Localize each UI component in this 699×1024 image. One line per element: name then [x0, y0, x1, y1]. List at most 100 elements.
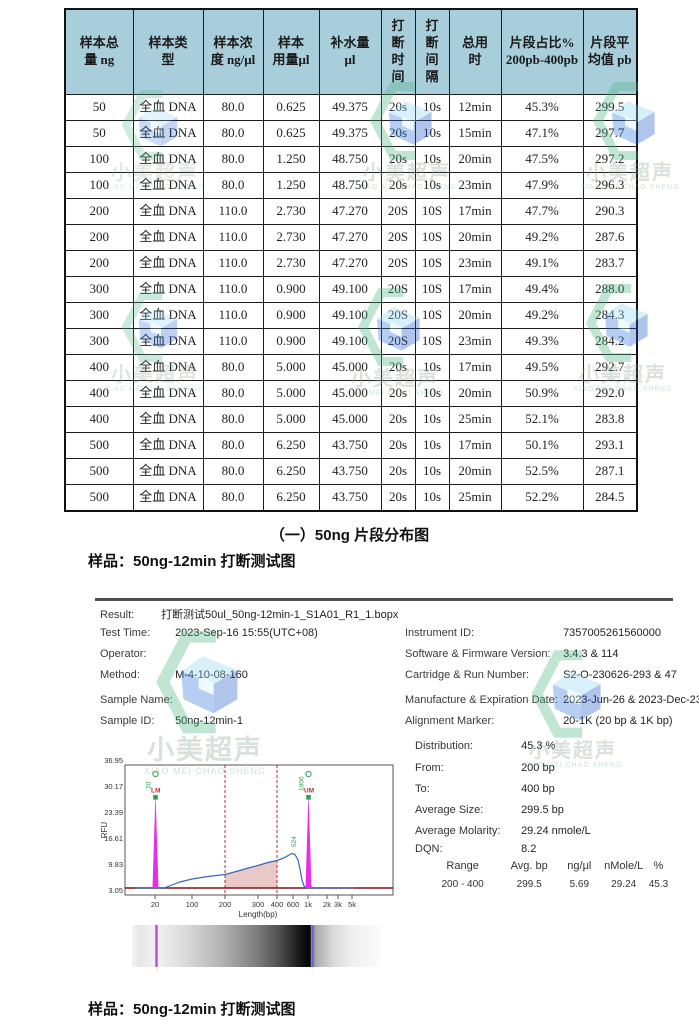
table-cell: 49.100	[318, 328, 382, 355]
range-header-cell: %	[653, 860, 664, 872]
analysis-result-panel: Result: 打断测试50ul_50ng-12min-1_S1A01_R1_1…	[95, 598, 699, 983]
table-cell: 110.0	[202, 328, 264, 355]
result-field: Result: 打断测试50ul_50ng-12min-1_S1A01_R1_1…	[100, 606, 398, 622]
table-cell: 全血 DNA	[132, 484, 204, 512]
um-size-label: 1000	[299, 776, 306, 791]
table-cell: 5.000	[262, 406, 320, 433]
result-field-value: M-4-10-08-160	[175, 669, 248, 681]
result-field-label: Operator:	[100, 648, 147, 660]
table-cell: 80.0	[202, 484, 264, 512]
table-cell: 400	[64, 406, 134, 433]
y-tick: 23.39	[104, 808, 123, 817]
y-tick: 36.95	[104, 756, 123, 765]
range-table-values: 200 - 400 299.5 5.69 29.24 45.3	[425, 879, 670, 890]
table-cell: 20S	[380, 328, 416, 355]
table-cell: 293.1	[582, 432, 638, 459]
electropherogram-chart: 20 LM 1000 UM 524 36.95 30.17 23.39 16.6…	[98, 733, 408, 925]
result-field-label: Alignment Marker:	[405, 715, 495, 727]
table-cell: 47.270	[318, 250, 382, 277]
table-cell: 47.7%	[500, 198, 584, 225]
stat-item: To: 400 bp	[415, 783, 555, 795]
lm-marker-square	[153, 795, 158, 800]
table-cell: 10s	[414, 354, 450, 381]
table-cell: 5.000	[262, 380, 320, 407]
result-field-label: Instrument ID:	[405, 627, 475, 639]
table-cell: 45.000	[318, 354, 382, 381]
table-cell: 全血 DNA	[132, 198, 204, 225]
table-cell: 288.0	[582, 276, 638, 303]
gel-image	[132, 925, 380, 967]
table-cell: 0.900	[262, 276, 320, 303]
table-cell: 80.0	[202, 120, 264, 147]
table-cell: 0.900	[262, 328, 320, 355]
x-tick-marks	[154, 895, 353, 899]
table-cell: 20s	[380, 146, 416, 173]
table-header-row: 样本总 量 ng 样本类 型 样本浓 度 ng/μl 样本 用量μl 补水量 μ…	[64, 8, 638, 95]
table-cell: 1.250	[262, 172, 320, 199]
sample-test-table: 样本总 量 ng 样本类 型 样本浓 度 ng/μl 样本 用量μl 补水量 μ…	[64, 8, 638, 512]
table-cell: 110.0	[202, 302, 264, 329]
table-cell: 47.5%	[500, 146, 584, 173]
range-value-cell: 29.24	[611, 879, 637, 890]
result-field-value: 2023-Sep-16 15:55(UTC+08)	[175, 627, 318, 639]
table-cell: 49.375	[318, 94, 382, 121]
table-cell: 43.750	[318, 458, 382, 485]
table-cell: 110.0	[202, 276, 264, 303]
table-row: 200 全血 DNA 110.0 2.730 47.270 20S 10S 17min 47.7…	[64, 198, 638, 225]
y-tick: 16.61	[104, 834, 123, 843]
table-cell: 52.1%	[500, 406, 584, 433]
table-cell: 45.000	[318, 380, 382, 407]
table-cell: 20s	[380, 172, 416, 199]
stat-label: Distribution:	[415, 740, 474, 752]
x-tick: 600	[287, 900, 300, 909]
table-cell: 20min	[448, 146, 502, 173]
table-cell: 5.000	[262, 354, 320, 381]
table-cell: 17min	[448, 354, 502, 381]
stat-item: Distribution: 45.3 %	[415, 740, 555, 752]
stat-label: From:	[415, 762, 444, 774]
header-shear-interval: 打 断 间 隔	[414, 8, 450, 95]
table-cell: 400	[64, 354, 134, 381]
x-tick: 100	[186, 900, 199, 909]
result-field: Sample ID: 50ng-12min-1	[100, 715, 243, 727]
table-cell: 300	[64, 276, 134, 303]
gel-lm-band	[155, 925, 158, 967]
result-field-label: Test Time:	[100, 627, 151, 639]
table-cell: 23min	[448, 328, 502, 355]
table-cell: 20s	[380, 120, 416, 147]
table-cell: 45.000	[318, 406, 382, 433]
trace-peak-label: 524	[291, 836, 298, 847]
table-cell: 2.730	[262, 250, 320, 277]
table-cell: 20S	[380, 276, 416, 303]
header-sample-total: 样本总 量 ng	[64, 8, 134, 95]
stat-value: 200 bp	[521, 762, 555, 774]
table-row: 500 全血 DNA 80.0 6.250 43.750 20s 10s 20min 52.5%…	[64, 458, 638, 485]
table-cell: 292.0	[582, 380, 638, 407]
table-cell: 287.6	[582, 224, 638, 251]
sample-caption-bottom: 样品：50ng-12min 打断测试图	[88, 1001, 296, 1018]
x-tick: 2k	[323, 900, 331, 909]
table-cell: 20s	[380, 406, 416, 433]
table-row: 300 全血 DNA 110.0 0.900 49.100 20S 10S 20min 49.2…	[64, 302, 638, 329]
table-cell: 80.0	[202, 146, 264, 173]
table-cell: 80.0	[202, 458, 264, 485]
table-cell: 25min	[448, 484, 502, 512]
stat-item: Average Molarity: 29.24 nmole/L	[415, 825, 591, 837]
table-cell: 299.5	[582, 94, 638, 121]
x-axis-label: Length(bp)	[239, 910, 278, 919]
table-cell: 10s	[414, 172, 450, 199]
table-cell: 20S	[380, 198, 416, 225]
table-cell: 10s	[414, 432, 450, 459]
stat-item: DQN: 8.2	[415, 843, 536, 855]
table-row: 500 全血 DNA 80.0 6.250 43.750 20s 10s 17min 50.1%…	[64, 432, 638, 459]
table-cell: 49.2%	[500, 224, 584, 251]
range-value-cell: 299.5	[516, 879, 542, 890]
table-cell: 2.730	[262, 198, 320, 225]
result-field: Method: M-4-10-08-160	[100, 669, 248, 681]
x-tick: 3k	[334, 900, 342, 909]
table-cell: 284.5	[582, 484, 638, 512]
table-cell: 20s	[380, 354, 416, 381]
table-cell: 297.2	[582, 146, 638, 173]
table-cell: 10s	[414, 120, 450, 147]
table-cell: 500	[64, 458, 134, 485]
